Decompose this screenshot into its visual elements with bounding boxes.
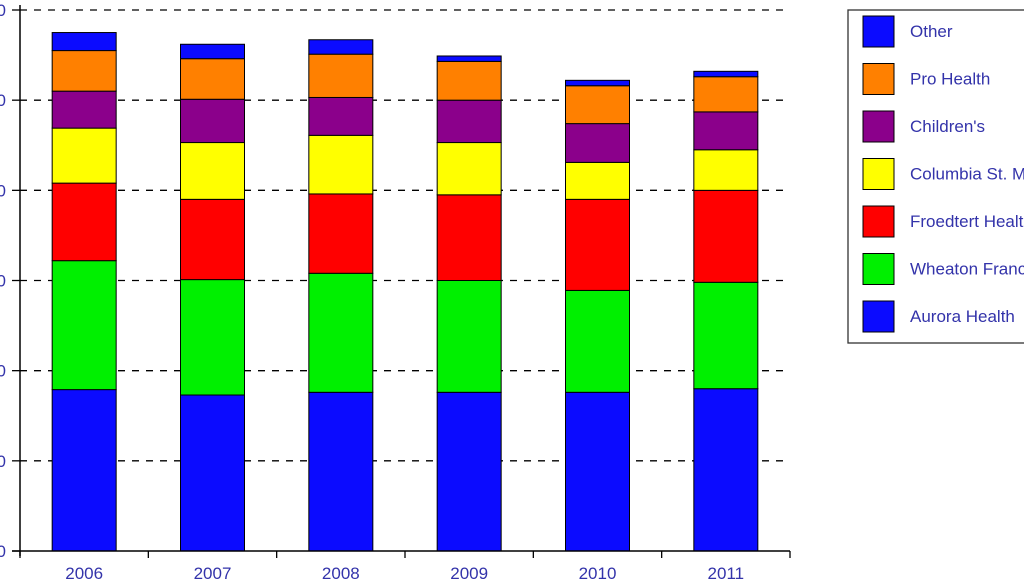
- gridlines: [20, 9, 790, 462]
- bar-segment-wheaton-franciscan-2006: [51, 260, 117, 391]
- bar-segment-pro-health-2008: [308, 53, 374, 98]
- bar-segment-children-s-2010: [565, 123, 630, 163]
- legend-label: Columbia St. Mary's: [910, 165, 1024, 184]
- legend-label: Aurora Health: [910, 307, 1015, 326]
- bar-segment-other-2007: [180, 43, 245, 60]
- bar-segment-columbia-st-mary-s-2008: [308, 134, 374, 195]
- legend-label: Froedtert Health: [910, 212, 1024, 231]
- bar-segment-children-s-2011: [693, 111, 759, 151]
- bars: [51, 32, 759, 552]
- legend-swatch: [862, 15, 895, 48]
- y-tick-label: 20: [0, 362, 6, 381]
- bar-segment-aurora-health-2007: [180, 394, 245, 552]
- bar-segment-wheaton-franciscan-2010: [565, 289, 630, 393]
- bar-segment-columbia-st-mary-s-2007: [180, 142, 245, 200]
- bar-segment-froedtert-health-2010: [565, 198, 630, 291]
- legend-swatch: [862, 110, 895, 143]
- bar-segment-columbia-st-mary-s-2010: [565, 161, 630, 200]
- bar-segment-froedtert-health-2011: [693, 189, 759, 283]
- bar-segment-pro-health-2009: [436, 60, 502, 101]
- bar-segment-pro-health-2007: [180, 58, 245, 100]
- bar-segment-froedtert-health-2006: [51, 182, 117, 262]
- bar-segment-children-s-2008: [308, 96, 374, 136]
- bar-segment-wheaton-franciscan-2009: [436, 280, 502, 393]
- bar-segment-aurora-health-2006: [51, 389, 117, 552]
- bar-segment-children-s-2007: [180, 98, 245, 144]
- bar-segment-columbia-st-mary-s-2011: [693, 149, 759, 191]
- legend-label: Other: [910, 22, 953, 41]
- x-tick-label: 2011: [708, 564, 745, 583]
- bar-segment-pro-health-2011: [693, 76, 759, 113]
- bar-segment-aurora-health-2011: [693, 388, 759, 552]
- x-tick-label: 2010: [579, 564, 617, 583]
- x-tick-label: 2007: [194, 564, 232, 583]
- legend-label: Wheaton Franciscan: [910, 260, 1024, 279]
- y-tick-label: 10: [0, 452, 6, 471]
- legend-swatch: [862, 158, 895, 190]
- bar-segment-froedtert-health-2008: [308, 193, 374, 274]
- x-tick-label: 2008: [322, 564, 360, 583]
- bar-segment-wheaton-franciscan-2008: [308, 272, 374, 393]
- legend: Other Pro Health Children's Columbia St. Ma…: [847, 9, 1024, 344]
- legend-label: Pro Health: [910, 70, 990, 89]
- bar-segment-columbia-st-mary-s-2006: [51, 127, 117, 184]
- legend-swatch: [862, 253, 895, 285]
- bar-segment-aurora-health-2008: [308, 391, 374, 552]
- y-tick-label: 30: [0, 272, 6, 291]
- y-tick-label: 0: [0, 542, 6, 561]
- y-tick-label: 60: [0, 1, 6, 20]
- bar-segment-aurora-health-2010: [565, 391, 630, 552]
- y-tick-label: 40: [0, 181, 6, 200]
- bar-segment-columbia-st-mary-s-2009: [436, 142, 502, 196]
- bar-segment-froedtert-health-2007: [180, 198, 245, 281]
- legend-swatch: [862, 205, 895, 238]
- legend-swatch: [862, 300, 895, 333]
- bar-segment-pro-health-2010: [565, 85, 630, 125]
- bar-segment-other-2010: [565, 79, 630, 87]
- bar-segment-aurora-health-2009: [436, 391, 502, 552]
- bar-segment-wheaton-franciscan-2011: [693, 281, 759, 390]
- bar-segment-other-2009: [436, 55, 502, 62]
- axes: 0 10 20 30 40 50 60 2006 2007 2008 2009 2010 2011: [0, 1, 791, 583]
- x-tick-label: 2006: [65, 564, 103, 583]
- bar-segment-other-2008: [308, 39, 374, 55]
- bar-segment-other-2011: [693, 70, 759, 78]
- x-tick-label: 2009: [450, 564, 488, 583]
- y-tick-label: 50: [0, 91, 6, 110]
- legend-label: Children's: [910, 117, 985, 136]
- bar-segment-other-2006: [51, 32, 117, 52]
- bar-segment-froedtert-health-2009: [436, 194, 502, 281]
- bar-segment-children-s-2009: [436, 99, 502, 144]
- bar-segment-pro-health-2006: [51, 50, 117, 92]
- bar-segment-wheaton-franciscan-2007: [180, 279, 245, 396]
- bar-segment-children-s-2006: [51, 90, 117, 129]
- legend-swatch: [862, 63, 895, 95]
